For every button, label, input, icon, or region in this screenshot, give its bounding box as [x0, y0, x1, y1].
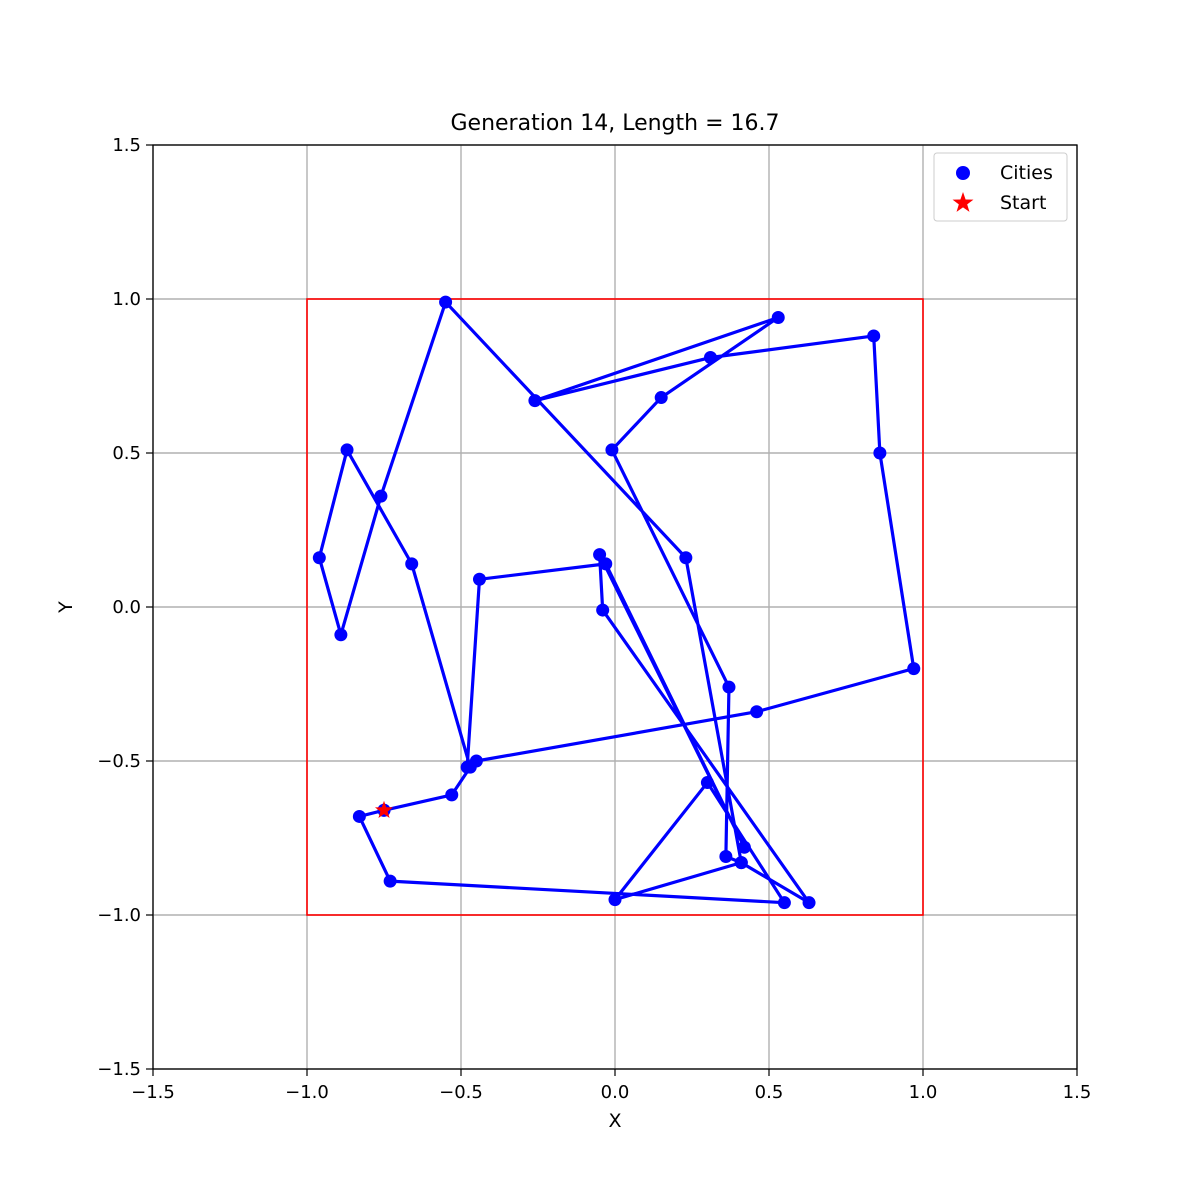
- city-point: [463, 760, 477, 774]
- city-point: [352, 809, 366, 823]
- city-point: [439, 295, 453, 309]
- y-tick-label: −1.5: [97, 1059, 141, 1080]
- city-point: [777, 896, 791, 910]
- y-tick-label: 1.5: [112, 135, 141, 156]
- x-tick-label: 1.5: [1063, 1082, 1092, 1103]
- city-point: [873, 446, 887, 460]
- city-point: [528, 394, 542, 408]
- x-axis-ticks: −1.5 −1.0 −0.5 0.0 0.5 1.0 1.5: [131, 1069, 1091, 1103]
- x-axis-label: X: [608, 1110, 621, 1132]
- legend-cities-label: Cities: [1000, 162, 1053, 184]
- y-tick-label: 1.0: [112, 289, 141, 310]
- boundary-rect: [306, 298, 924, 916]
- x-tick-label: −0.5: [439, 1082, 483, 1103]
- city-point: [679, 551, 693, 565]
- y-axis-label: Y: [55, 601, 77, 614]
- city-point: [383, 874, 397, 888]
- city-point: [703, 351, 717, 365]
- city-point: [802, 896, 816, 910]
- y-tick-label: −0.5: [97, 751, 141, 772]
- city-point: [907, 662, 921, 676]
- x-tick-label: 0.0: [601, 1082, 630, 1103]
- legend-cities-marker: [956, 166, 970, 180]
- city-point: [737, 840, 751, 854]
- chart-title: Generation 14, Length = 16.7: [451, 111, 780, 136]
- x-tick-label: −1.5: [131, 1082, 175, 1103]
- city-point: [445, 788, 459, 802]
- city-point: [599, 557, 613, 571]
- start-marker-group: [374, 800, 394, 818]
- y-tick-label: 0.5: [112, 443, 141, 464]
- city-point: [334, 628, 348, 642]
- city-point: [867, 329, 881, 343]
- city-point: [405, 557, 419, 571]
- legend: Cities Start: [933, 152, 1068, 222]
- city-point: [340, 443, 354, 457]
- city-markers: [312, 295, 921, 910]
- city-point: [771, 310, 785, 324]
- city-point: [605, 443, 619, 457]
- legend-start-marker: [952, 192, 974, 212]
- x-tick-label: 1.0: [909, 1082, 938, 1103]
- y-tick-label: 0.0: [112, 597, 141, 618]
- boundary-box: [306, 298, 924, 916]
- city-point: [608, 893, 622, 907]
- x-tick-label: 0.5: [755, 1082, 784, 1103]
- city-point: [750, 705, 764, 719]
- city-point: [734, 856, 748, 870]
- legend-start-label: Start: [1000, 192, 1046, 214]
- x-tick-label: −1.0: [285, 1082, 329, 1103]
- city-point: [700, 776, 714, 790]
- y-tick-label: −1.0: [97, 905, 141, 926]
- city-point: [374, 489, 388, 503]
- city-point: [312, 551, 326, 565]
- y-axis-ticks: −1.5 −1.0 −0.5 0.0 0.5 1.0 1.5: [97, 135, 153, 1080]
- city-point: [593, 548, 607, 562]
- start-marker: [374, 800, 394, 818]
- city-point: [719, 849, 733, 863]
- city-point: [596, 603, 610, 617]
- city-point: [654, 391, 668, 405]
- city-point: [722, 680, 736, 694]
- city-point: [472, 572, 486, 586]
